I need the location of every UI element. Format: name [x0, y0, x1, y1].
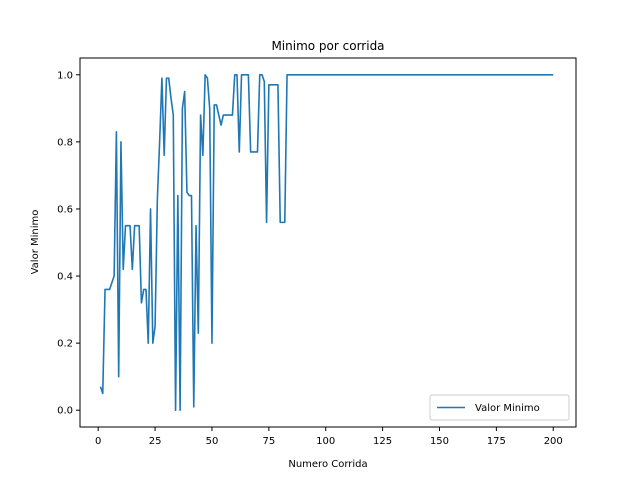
y-tick-label: 0.6 [57, 204, 73, 215]
x-tick-label: 150 [430, 436, 449, 447]
y-tick-label: 0.4 [57, 272, 73, 283]
x-axis-label: Numero Corrida [288, 459, 367, 470]
x-tick-label: 200 [544, 436, 563, 447]
x-tick-label: 50 [206, 436, 219, 447]
legend: Valor Minimo [429, 394, 570, 421]
y-tick-label: 1.0 [57, 70, 73, 81]
x-tick-label: 0 [95, 436, 101, 447]
legend-box [429, 394, 570, 421]
y-axis-ticks: 0.0 0.2 0.4 0.6 0.8 1.0 [57, 70, 80, 417]
x-tick-label: 175 [487, 436, 506, 447]
x-tick-label: 125 [373, 436, 392, 447]
series-layer [99, 73, 554, 412]
x-tick-label: 100 [316, 436, 335, 447]
series-line-valor-minimo [99, 73, 554, 412]
x-axis-ticks: 0 25 50 75 100 125 150 175 200 [95, 427, 563, 447]
plot-area-frame [79, 57, 577, 428]
x-tick-label: 25 [149, 436, 162, 447]
x-tick-label: 75 [262, 436, 275, 447]
legend-label-valor-minimo: Valor Minimo [475, 403, 540, 414]
y-tick-label: 0.8 [57, 137, 73, 148]
y-tick-label: 0.0 [57, 406, 73, 417]
y-axis-label: Valor Minimo [30, 210, 41, 275]
chart-title: Minimo por corrida [271, 39, 384, 53]
y-tick-label: 0.2 [57, 339, 73, 350]
